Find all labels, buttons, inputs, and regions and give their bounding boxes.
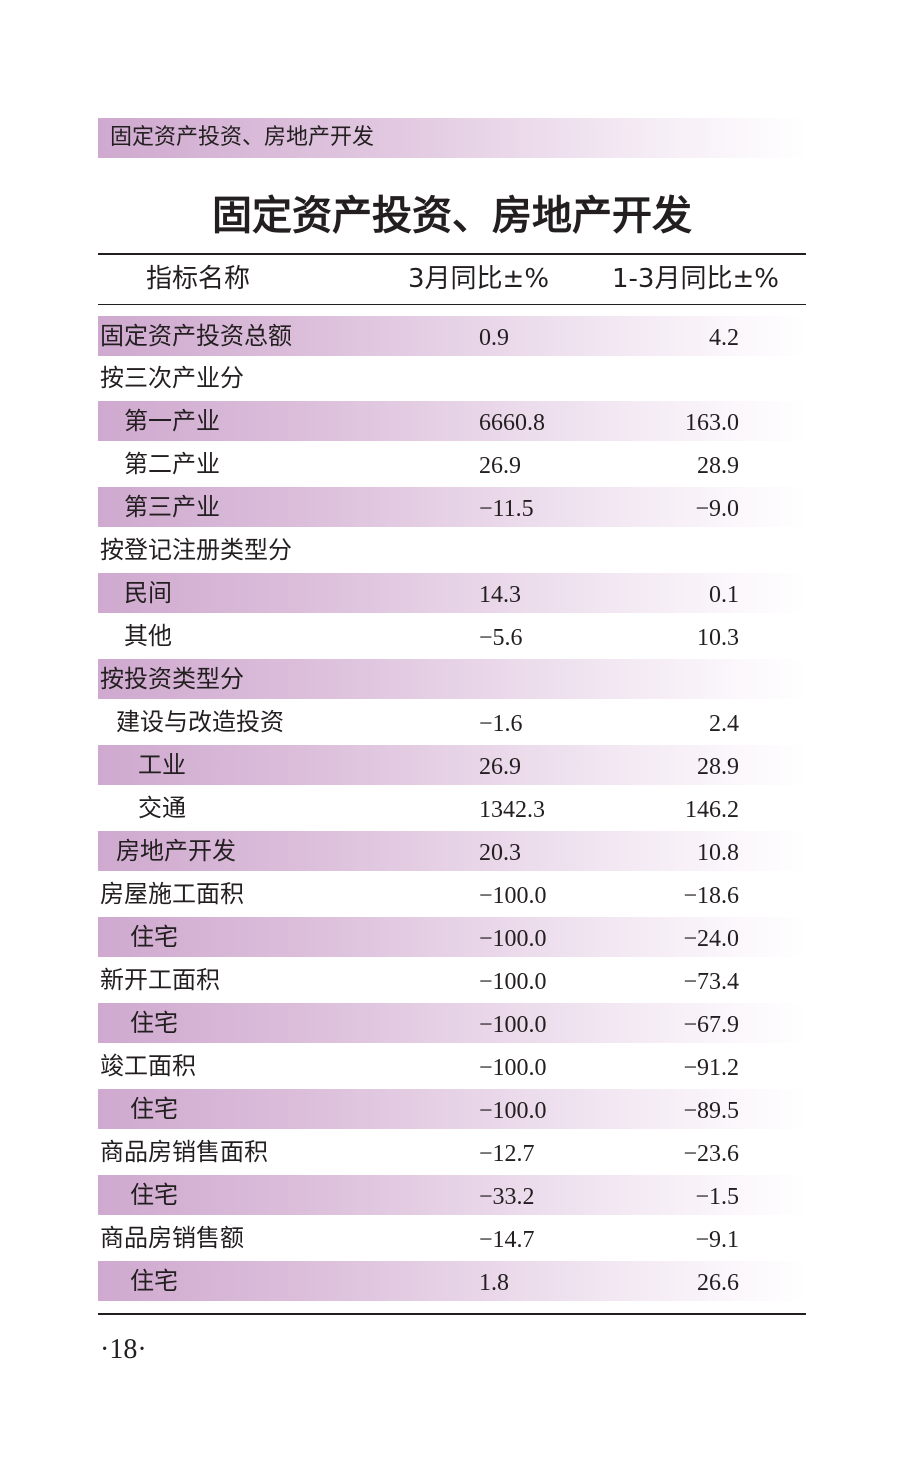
row-label: 按三次产业分 (100, 364, 244, 392)
row-label: 民间 (124, 579, 172, 607)
row-value-q1: 0.1 (709, 582, 739, 608)
row-value-march: 26.9 (479, 453, 521, 479)
row-value-q1: −18.6 (683, 883, 739, 909)
row-value-q1: 146.2 (685, 797, 739, 823)
row-label: 第三产业 (124, 493, 220, 521)
row-value-q1: −73.4 (683, 969, 739, 995)
row-value-q1: −9.1 (695, 1227, 739, 1253)
row-value-q1: 2.4 (709, 711, 739, 737)
row-label: 商品房销售额 (100, 1224, 244, 1252)
table-top-rule (98, 253, 806, 255)
row-value-q1: 28.9 (697, 754, 739, 780)
row-value-march: −14.7 (479, 1227, 535, 1253)
column-header-q1-yoy: 1-3月同比±% (612, 264, 779, 294)
row-label: 工业 (138, 751, 186, 779)
row-label: 房屋施工面积 (100, 880, 244, 908)
row-value-q1: −23.6 (683, 1141, 739, 1167)
table-row: 第三产业 −11.5 −9.0 (98, 487, 806, 527)
table-row: 第一产业 6660.8 163.0 (98, 401, 806, 441)
row-value-march: −12.7 (479, 1141, 535, 1167)
table-row: 房地产开发 20.3 10.8 (98, 831, 806, 871)
table-row: 新开工面积 −100.0 −73.4 (98, 960, 806, 1000)
row-value-march: −100.0 (479, 926, 547, 952)
row-label: 住宅 (130, 1267, 178, 1295)
section-header-label: 固定资产投资、房地产开发 (110, 125, 375, 150)
row-value-march: 6660.8 (479, 410, 545, 436)
row-label: 新开工面积 (100, 966, 220, 994)
row-value-march: −1.6 (479, 711, 523, 737)
row-label: 交通 (138, 794, 186, 822)
row-value-q1: −91.2 (683, 1055, 739, 1081)
row-value-q1: 163.0 (685, 410, 739, 436)
row-label: 按投资类型分 (100, 665, 244, 693)
table-row: 房屋施工面积 −100.0 −18.6 (98, 874, 806, 914)
row-value-march: 26.9 (479, 754, 521, 780)
column-header-indicator: 指标名称 (146, 264, 251, 294)
row-value-q1: 10.8 (697, 840, 739, 866)
table-row: 商品房销售额 −14.7 −9.1 (98, 1218, 806, 1258)
row-value-q1: −9.0 (695, 496, 739, 522)
row-value-q1: 4.2 (709, 325, 739, 351)
row-label: 住宅 (130, 1095, 178, 1123)
row-value-march: 14.3 (479, 582, 521, 608)
table-row: 固定资产投资总额 0.9 4.2 (98, 316, 806, 356)
row-label: 住宅 (130, 1181, 178, 1209)
row-value-q1: 10.3 (697, 625, 739, 651)
row-label: 其他 (124, 622, 172, 650)
row-value-march: −5.6 (479, 625, 523, 651)
table-row: 第二产业 26.9 28.9 (98, 444, 806, 484)
row-value-q1: −1.5 (695, 1184, 739, 1210)
table-row: 住宅 −100.0 −67.9 (98, 1003, 806, 1043)
table-header-rule (98, 304, 806, 305)
table-row: 建设与改造投资 −1.6 2.4 (98, 702, 806, 742)
row-value-march: −100.0 (479, 1098, 547, 1124)
row-label: 住宅 (130, 923, 178, 951)
table-row: 民间 14.3 0.1 (98, 573, 806, 613)
row-value-march: 1.8 (479, 1270, 509, 1296)
row-label: 住宅 (130, 1009, 178, 1037)
table-row: 按三次产业分 (98, 358, 806, 398)
row-value-q1: −67.9 (683, 1012, 739, 1038)
row-label: 竣工面积 (100, 1052, 196, 1080)
row-label: 第一产业 (124, 407, 220, 435)
table-title: 固定资产投资、房地产开发 (212, 192, 692, 239)
table-row: 住宅 1.8 26.6 (98, 1261, 806, 1301)
row-value-q1: −89.5 (683, 1098, 739, 1124)
section-header-band: 固定资产投资、房地产开发 (98, 118, 806, 158)
table-row: 住宅 −100.0 −89.5 (98, 1089, 806, 1129)
table-row: 住宅 −100.0 −24.0 (98, 917, 806, 957)
table-row: 按登记注册类型分 (98, 530, 806, 570)
row-value-q1: −24.0 (683, 926, 739, 952)
row-label: 房地产开发 (116, 837, 236, 865)
row-value-march: −100.0 (479, 1012, 547, 1038)
row-value-march: 0.9 (479, 325, 509, 351)
table-row: 商品房销售面积 −12.7 −23.6 (98, 1132, 806, 1172)
table-row: 竣工面积 −100.0 −91.2 (98, 1046, 806, 1086)
row-label: 商品房销售面积 (100, 1138, 268, 1166)
page-number: ·18· (100, 1334, 147, 1365)
row-value-march: −100.0 (479, 883, 547, 909)
row-value-march: −100.0 (479, 969, 547, 995)
table-row: 工业 26.9 28.9 (98, 745, 806, 785)
row-label: 固定资产投资总额 (100, 322, 292, 350)
row-value-q1: 26.6 (697, 1270, 739, 1296)
row-value-march: −11.5 (479, 496, 534, 522)
row-value-q1: 28.9 (697, 453, 739, 479)
row-value-march: 1342.3 (479, 797, 545, 823)
table-bottom-rule (98, 1313, 806, 1315)
row-label: 按登记注册类型分 (100, 536, 292, 564)
table-row: 交通 1342.3 146.2 (98, 788, 806, 828)
table-row: 其他 −5.6 10.3 (98, 616, 806, 656)
row-value-march: −33.2 (479, 1184, 535, 1210)
row-value-march: −100.0 (479, 1055, 547, 1081)
table-row: 住宅 −33.2 −1.5 (98, 1175, 806, 1215)
table-row: 按投资类型分 (98, 659, 806, 699)
column-header-march-yoy: 3月同比±% (408, 264, 550, 294)
row-label: 建设与改造投资 (116, 708, 284, 736)
row-label: 第二产业 (124, 450, 220, 478)
row-value-march: 20.3 (479, 840, 521, 866)
